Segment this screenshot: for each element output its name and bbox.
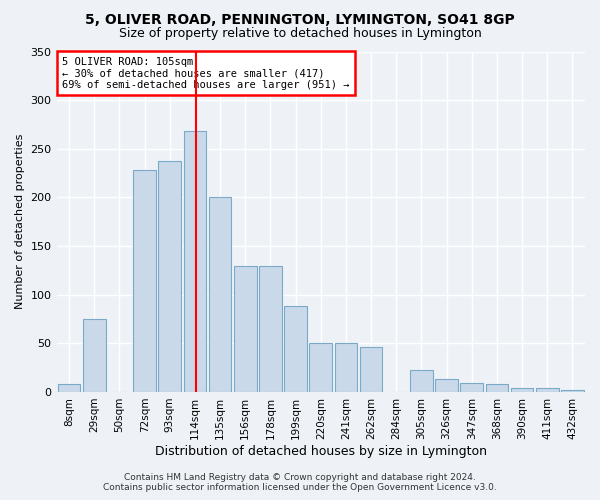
Bar — [83, 319, 106, 392]
Text: Size of property relative to detached houses in Lymington: Size of property relative to detached ho… — [119, 28, 481, 40]
Bar — [184, 132, 206, 392]
Bar — [259, 266, 282, 392]
Bar — [234, 266, 257, 392]
Bar — [284, 306, 307, 392]
Bar — [310, 344, 332, 392]
Bar — [536, 388, 559, 392]
Bar — [158, 162, 181, 392]
Bar — [485, 384, 508, 392]
Bar — [511, 388, 533, 392]
Bar — [435, 380, 458, 392]
X-axis label: Distribution of detached houses by size in Lymington: Distribution of detached houses by size … — [155, 444, 487, 458]
Bar — [133, 170, 156, 392]
Bar — [58, 384, 80, 392]
Bar — [561, 390, 584, 392]
Bar — [460, 383, 483, 392]
Text: 5, OLIVER ROAD, PENNINGTON, LYMINGTON, SO41 8GP: 5, OLIVER ROAD, PENNINGTON, LYMINGTON, S… — [85, 12, 515, 26]
Text: Contains HM Land Registry data © Crown copyright and database right 2024.
Contai: Contains HM Land Registry data © Crown c… — [103, 473, 497, 492]
Bar — [360, 347, 382, 392]
Text: 5 OLIVER ROAD: 105sqm
← 30% of detached houses are smaller (417)
69% of semi-det: 5 OLIVER ROAD: 105sqm ← 30% of detached … — [62, 56, 349, 90]
Bar — [410, 370, 433, 392]
Bar — [335, 344, 357, 392]
Bar — [209, 198, 232, 392]
Y-axis label: Number of detached properties: Number of detached properties — [15, 134, 25, 310]
